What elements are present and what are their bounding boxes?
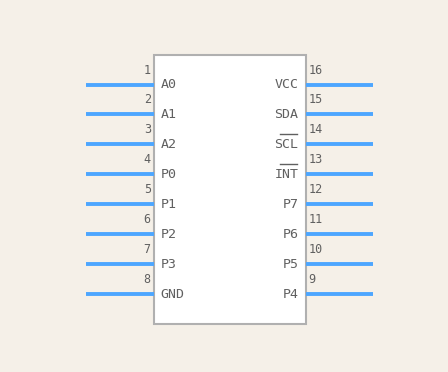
Text: 1: 1 xyxy=(144,64,151,77)
Text: P7: P7 xyxy=(282,198,298,211)
Text: 15: 15 xyxy=(308,93,323,106)
Text: P0: P0 xyxy=(161,168,177,181)
Text: A2: A2 xyxy=(161,138,177,151)
Text: A1: A1 xyxy=(161,108,177,121)
Text: SDA: SDA xyxy=(274,108,298,121)
Text: P1: P1 xyxy=(161,198,177,211)
Text: VCC: VCC xyxy=(274,78,298,91)
Text: GND: GND xyxy=(161,288,185,301)
Text: 3: 3 xyxy=(144,124,151,137)
Text: 13: 13 xyxy=(308,153,323,166)
Text: A0: A0 xyxy=(161,78,177,91)
Text: INT: INT xyxy=(274,168,298,181)
Text: 8: 8 xyxy=(144,273,151,286)
Bar xyxy=(154,55,306,324)
Text: P6: P6 xyxy=(282,228,298,241)
Text: 10: 10 xyxy=(308,243,323,256)
Text: 2: 2 xyxy=(144,93,151,106)
Text: 4: 4 xyxy=(144,153,151,166)
Text: 5: 5 xyxy=(144,183,151,196)
Text: P4: P4 xyxy=(282,288,298,301)
Text: 9: 9 xyxy=(308,273,315,286)
Text: 11: 11 xyxy=(308,213,323,226)
Text: P2: P2 xyxy=(161,228,177,241)
Text: 7: 7 xyxy=(144,243,151,256)
Text: 12: 12 xyxy=(308,183,323,196)
Text: 14: 14 xyxy=(308,124,323,137)
Text: 6: 6 xyxy=(144,213,151,226)
Text: 16: 16 xyxy=(308,64,323,77)
Text: P3: P3 xyxy=(161,257,177,270)
Text: P5: P5 xyxy=(282,257,298,270)
Text: SCL: SCL xyxy=(274,138,298,151)
